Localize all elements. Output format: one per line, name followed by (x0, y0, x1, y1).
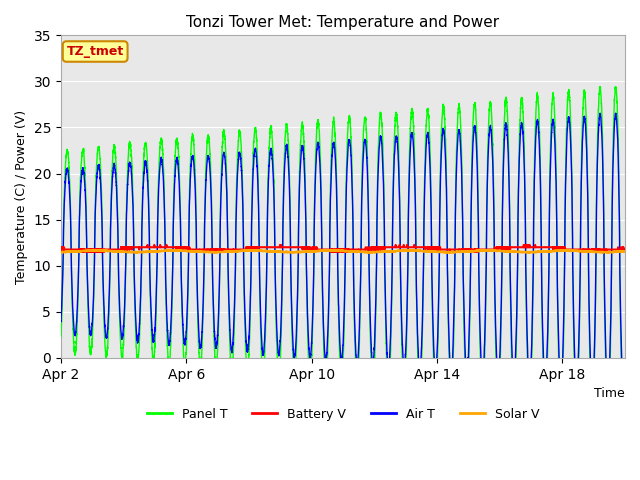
Text: TZ_tmet: TZ_tmet (67, 45, 124, 58)
Legend: Panel T, Battery V, Air T, Solar V: Panel T, Battery V, Air T, Solar V (141, 403, 545, 426)
Title: Tonzi Tower Met: Temperature and Power: Tonzi Tower Met: Temperature and Power (186, 15, 499, 30)
Y-axis label: Temperature (C) / Power (V): Temperature (C) / Power (V) (15, 109, 28, 284)
X-axis label: Time: Time (595, 387, 625, 400)
